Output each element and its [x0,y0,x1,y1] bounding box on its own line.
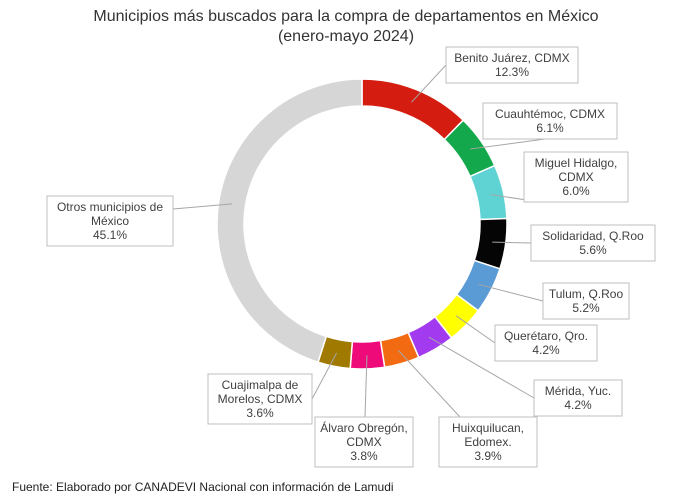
leader-line-9 [311,352,337,400]
data-label-value-9: 3.6% [246,406,274,420]
leader-line-3 [492,241,532,244]
slices [216,78,508,370]
data-label-value-7: 3.9% [474,449,502,463]
data-label-box-3 [530,224,656,262]
leader-line-5 [455,315,496,344]
data-label-name-10: Otros municipios de [57,200,163,214]
leader-line-0 [411,64,447,103]
leader-line-4 [478,283,544,302]
data-label-name-4: Tulum, Q.Roo [549,287,624,301]
data-label-name-0: Benito Juárez, CDMX [454,51,569,65]
data-label-name-5: Querétaro, Qro. [504,329,588,343]
data-label-value-3: 5.6% [579,243,607,257]
donut-slice-8 [349,339,386,370]
data-label-name-9: Morelos, CDMX [218,392,303,406]
data-label-box-0 [445,46,579,84]
donut-slice-10 [216,78,363,364]
data-label-name-1: Cuauhtémoc, CDMX [495,107,605,121]
data-label-box-5 [494,324,598,362]
donut-slice-2 [469,164,508,221]
data-label-box-7 [438,416,538,468]
data-label-name-2: CDMX [558,170,593,184]
data-label-value-6: 4.2% [564,398,592,412]
source-note: Fuente: Elaborado por CANADEVI Nacional … [12,480,394,494]
chart-title: Municipios más buscados para la compra d… [93,8,599,25]
data-label-name-6: Mérida, Yuc. [545,384,611,398]
chart-subtitle: (enero-mayo 2024) [277,28,415,45]
leader-line-6 [428,336,535,399]
data-label-value-8: 3.8% [350,449,378,463]
leader-line-8 [364,355,368,418]
data-label-name-10: México [91,214,129,228]
data-label-box-9 [207,373,313,425]
data-label-box-8 [314,416,414,468]
data-label-value-10: 45.1% [93,228,127,242]
data-label-value-0: 12.3% [495,65,529,79]
donut-slice-0 [361,78,465,141]
leader-line-1 [469,138,546,150]
leader-line-10 [172,203,233,210]
data-label-name-8: Álvaro Obregón, [320,420,407,435]
data-label-name-3: Solidaridad, Q.Roo [542,229,644,243]
data-label-name-7: Edomex. [464,435,511,449]
leader-lines [172,64,546,418]
donut-slice-3 [473,217,508,270]
data-label-name-9: Cuajimalpa de [222,378,299,392]
data-label-name-7: Huixquilucan, [452,421,524,435]
data-label-value-5: 4.2% [532,343,560,357]
data-label-box-2 [523,151,629,203]
data-label-value-2: 6.0% [562,184,590,198]
data-label-box-1 [482,102,618,140]
data-label-box-4 [542,282,630,320]
data-label-box-6 [533,379,623,417]
data-label-value-4: 5.2% [572,301,600,315]
data-label-name-2: Miguel Hidalgo, [535,156,618,170]
data-label-value-1: 6.1% [536,121,564,135]
data-label-name-8: CDMX [346,435,381,449]
leader-line-7 [397,350,461,418]
data-label-box-10 [46,195,174,247]
